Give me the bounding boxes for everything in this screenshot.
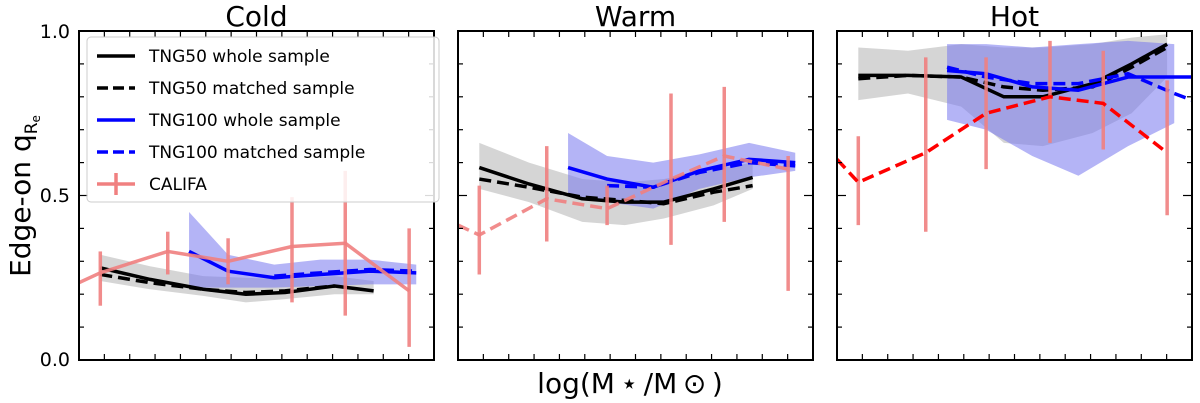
- y-axis-label-main: Edge-on q: [4, 134, 37, 277]
- panel-title: Hot: [990, 0, 1039, 33]
- legend-item: TNG100 whole sample: [97, 111, 341, 131]
- legend: TNG50 whole sample TNG50 matched sample TN…: [86, 36, 440, 203]
- legend-label: TNG100 matched sample: [148, 143, 365, 163]
- legend-label: TNG100 whole sample: [148, 111, 341, 131]
- legend-box: [86, 36, 440, 203]
- band-tng100: [189, 211, 417, 288]
- panel-cold: Cold: [78, 0, 435, 361]
- y-tick-label-0: 0.0: [40, 349, 70, 371]
- series-line-califa: [837, 95, 1169, 185]
- y-axis-label: Edge-on qRe: [4, 115, 43, 277]
- legend-label: TNG50 matched sample: [148, 79, 355, 99]
- series-line-califa: [79, 241, 411, 293]
- y-axis-label-subsub: e: [29, 115, 43, 122]
- y-tick-label-1: 1.0: [40, 21, 70, 43]
- panels: Cold Warm Hot: [78, 0, 1193, 361]
- band-tng100: [568, 132, 796, 209]
- series-line-tng100-whole-sample: [567, 157, 796, 190]
- panel-plot-area: [79, 170, 417, 347]
- panel-plot-area: [837, 34, 1192, 232]
- series-line-tng100-matched-sample: [274, 267, 417, 278]
- panel-plot-area: [458, 86, 796, 291]
- y-axis-label-sub: R: [22, 122, 42, 134]
- x-axis-label: log(M ⋆ /M ⊙ ): [537, 367, 723, 400]
- panel-title: Cold: [225, 0, 287, 33]
- panel-warm: Warm: [457, 0, 814, 361]
- legend-label: TNG50 whole sample: [148, 47, 330, 67]
- legend-item: TNG100 matched sample: [97, 143, 365, 163]
- series-line-tng50-matched-sample: [858, 45, 1169, 92]
- series-line-tng50-matched-sample: [100, 272, 335, 295]
- legend-item: TNG50 whole sample: [97, 47, 330, 67]
- y-tick-label-05: 0.5: [40, 185, 70, 207]
- legend-item: CALIFA: [97, 173, 207, 195]
- legend-item: TNG50 matched sample: [97, 79, 355, 99]
- panel-title: Warm: [595, 0, 676, 33]
- legend-label: CALIFA: [149, 175, 207, 195]
- panel-hot: Hot: [836, 0, 1193, 361]
- series-line-tng100-matched-sample: [607, 160, 796, 190]
- svg-text:Edge-on qRe: Edge-on qRe: [4, 115, 43, 277]
